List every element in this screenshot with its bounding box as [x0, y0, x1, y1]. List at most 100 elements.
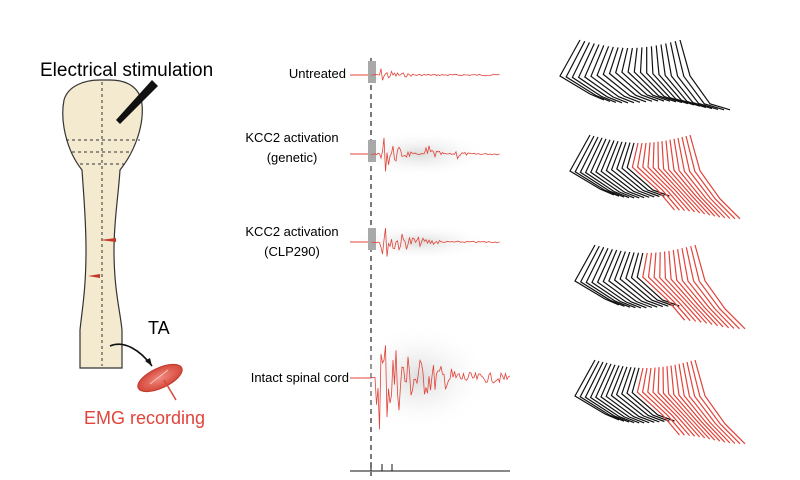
stick-frame-stance	[627, 47, 671, 102]
stimulation-artifact-icon	[368, 61, 376, 83]
emg-recording-label: EMG recording	[84, 408, 206, 428]
hindlimb-stick-diagram-icon	[559, 39, 731, 111]
stick-frame-swing	[685, 135, 736, 220]
stick-frame-stance	[589, 362, 635, 424]
stick-frame-swing	[673, 138, 721, 218]
stick-frame-swing	[653, 252, 697, 322]
stick-frame-swing	[686, 361, 736, 444]
stick-frame-swing	[689, 134, 741, 220]
condition-line: (genetic)	[266, 150, 318, 165]
stick-frame-swing	[661, 141, 706, 215]
condition-line: (CLP290)	[264, 244, 320, 259]
stick-frame-stance	[633, 47, 677, 103]
trace-signal	[371, 68, 500, 81]
stick-frame-stance	[600, 364, 645, 424]
trace-signal	[371, 228, 500, 257]
emg-trace-2	[350, 224, 500, 260]
stick-frame-stance	[608, 47, 653, 102]
ta-muscle-label: TA	[148, 318, 170, 338]
lesion-mark-1	[100, 238, 116, 242]
stick-frame-swing	[678, 363, 726, 443]
trace-signal	[370, 137, 500, 172]
stimulation-artifact-icon	[368, 140, 376, 162]
stick-frame-stance	[674, 41, 725, 111]
condition-line: Untreated	[288, 66, 346, 81]
stick-frame-swing	[694, 244, 746, 330]
stick-frame-stance	[631, 367, 675, 422]
stick-frame-swing	[669, 139, 716, 217]
hindlimb-stick-diagram-icon	[574, 244, 746, 330]
stick-frame-stance	[584, 137, 630, 199]
stick-frame-swing	[652, 367, 696, 437]
stick-frame-swing	[681, 248, 730, 329]
stick-frame-stance	[595, 139, 640, 199]
stick-frame-stance	[559, 39, 605, 101]
stick-frame-stance	[626, 142, 670, 197]
stick-frame-stance	[596, 248, 642, 309]
stick-frame-swing	[642, 252, 686, 321]
stick-frame-stance	[610, 365, 655, 423]
stick-frame-swing	[690, 360, 741, 445]
stick-frame-stance	[660, 44, 707, 109]
stimulation-artifact-icon	[368, 228, 376, 250]
stick-frame-stance	[615, 47, 659, 102]
stick-frame-stance	[616, 142, 660, 198]
electrode-icon	[116, 80, 158, 124]
stick-frame-stance	[602, 249, 647, 309]
stick-frame-stance	[679, 39, 731, 111]
stick-frame-stance	[585, 246, 631, 308]
condition-line: Intact spinal cord	[250, 370, 349, 385]
stick-frame-stance	[621, 367, 665, 423]
emg-trace-1	[350, 130, 500, 178]
stick-frame-stance	[639, 47, 683, 104]
stick-frame-swing	[657, 141, 701, 214]
stick-frame-stance	[579, 360, 625, 422]
stick-frame-swing	[659, 252, 702, 323]
hindlimb-stick-diagram-icon	[569, 134, 741, 220]
nerve-arrowhead	[145, 358, 152, 366]
timeline	[350, 462, 510, 472]
stick-frame-stance	[584, 44, 629, 104]
condition-intact-label: Intact spinal cord	[251, 368, 349, 388]
stick-frame-swing	[665, 140, 711, 216]
condition-untreated-label: Untreated	[289, 64, 346, 84]
emg-trace-0	[350, 61, 500, 83]
stick-frame-swing	[677, 137, 726, 219]
stick-frame-stance	[574, 359, 620, 421]
stick-frame-stance	[636, 252, 680, 307]
stick-frame-swing	[674, 364, 721, 442]
stick-frame-swing	[647, 142, 691, 212]
stick-frame-stance	[569, 134, 615, 196]
stick-frame-stance	[574, 244, 620, 306]
stick-frame-stance	[565, 40, 611, 102]
stick-frame-swing	[631, 142, 675, 211]
stick-frame-stance	[625, 252, 669, 307]
hindlimb-stick-diagram-icon	[574, 359, 746, 445]
stick-frame-stance	[590, 138, 635, 199]
stick-frame-stance	[615, 366, 660, 423]
stick-frame-stance	[590, 45, 635, 104]
condition-kcc2-clp290-label: KCC2 activation (CLP290)	[222, 222, 362, 262]
stick-frame-stance	[605, 365, 650, 424]
stick-frame-swing	[647, 252, 691, 322]
stick-frame-stance	[577, 43, 623, 104]
stick-frame-swing	[694, 359, 746, 445]
condition-kcc2-genetic-label: KCC2 activation (genetic)	[222, 128, 362, 168]
stick-frame-swing	[642, 142, 686, 211]
stick-frame-stance	[626, 367, 670, 422]
stick-frame-swing	[685, 247, 735, 329]
stick-frame-swing	[681, 136, 731, 219]
stick-frame-swing	[652, 142, 696, 213]
stick-frame-swing	[657, 367, 701, 438]
stick-frame-stance	[613, 251, 658, 308]
stick-frame-swing	[672, 250, 719, 327]
condition-line: KCC2 activation	[245, 224, 339, 239]
stick-frame-stance	[621, 47, 665, 102]
stick-frame-swing	[670, 365, 716, 441]
stick-frame-swing	[647, 367, 691, 436]
electrical-stimulation-label: Electrical stimulation	[40, 60, 214, 81]
stick-frame-stance	[591, 247, 636, 309]
stick-frame-stance	[574, 135, 620, 197]
lesion-mark-2	[88, 274, 100, 278]
